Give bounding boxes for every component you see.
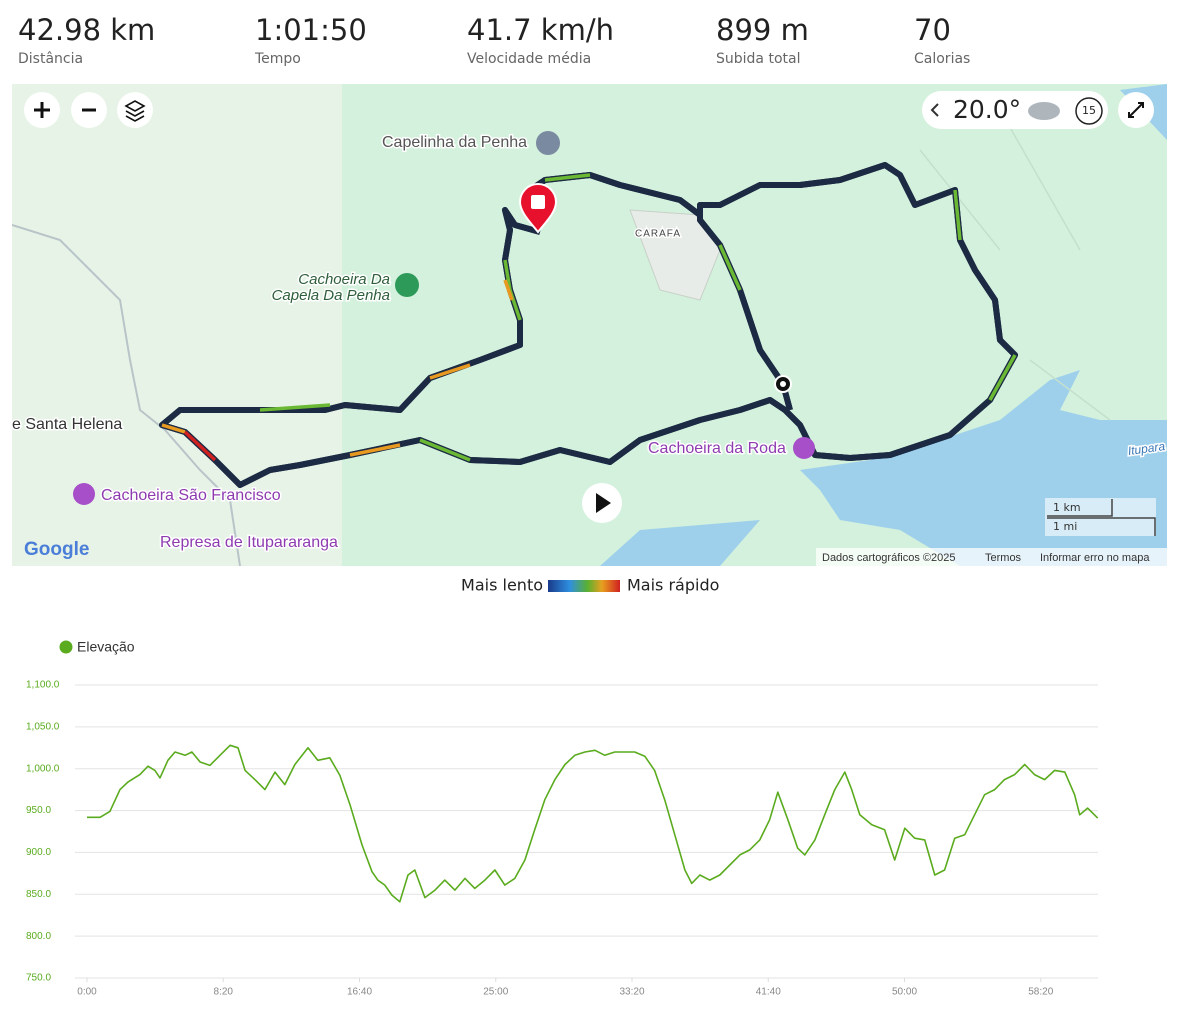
time-icon xyxy=(1075,97,1103,125)
map-label: e Santa Helena xyxy=(12,416,122,433)
map-label: Cachoeira da Roda xyxy=(648,440,786,457)
map-footer-link[interactable]: Informar erro no mapa xyxy=(1040,552,1150,564)
y-tick-label: 1,050.0 xyxy=(26,721,60,732)
speed-legend-slow: Mais lento xyxy=(461,576,543,595)
legend-label: Elevação xyxy=(77,639,135,655)
stat-label: Velocidade média xyxy=(467,51,591,67)
x-tick-label: 33:20 xyxy=(619,987,644,998)
stat-value: 70 xyxy=(914,13,951,47)
map-label: Cachoeira Da xyxy=(298,271,390,288)
scale-bar xyxy=(1047,499,1156,536)
y-tick-label: 800.0 xyxy=(26,931,51,942)
poi-waterfall[interactable] xyxy=(793,437,815,459)
poi-church[interactable] xyxy=(536,131,560,155)
speed-legend-fast: Mais rápido xyxy=(627,576,719,595)
x-tick-label: 16:40 xyxy=(347,987,372,998)
map-road xyxy=(12,224,241,566)
map-label: Itupara xyxy=(1127,439,1166,458)
stat-value: 899 m xyxy=(716,13,809,47)
map-label: Capelinha da Penha xyxy=(382,134,527,151)
poi-waterfall[interactable] xyxy=(73,483,95,505)
poi-park[interactable] xyxy=(395,273,419,297)
scale-box xyxy=(1045,498,1156,536)
weather-pill[interactable] xyxy=(922,91,1108,129)
scale-label: 1 km xyxy=(1053,501,1081,514)
fullscreen-icon xyxy=(1128,102,1144,118)
x-tick-label: 50:00 xyxy=(892,987,917,998)
map-label: Cachoeira São Francisco xyxy=(101,487,281,504)
x-tick-label: 58:20 xyxy=(1028,987,1053,998)
legend-dot xyxy=(59,640,73,654)
map-land xyxy=(12,84,342,566)
stat-value: 1:01:50 xyxy=(255,13,367,47)
route-faster xyxy=(161,279,514,457)
speed-gradient xyxy=(548,580,620,592)
x-tick-label: 0:00 xyxy=(77,987,97,998)
y-tick-label: 900.0 xyxy=(26,847,51,858)
google-logo: Google xyxy=(24,539,89,560)
y-tick-label: 1,000.0 xyxy=(26,763,60,774)
temperature: 20.0° xyxy=(953,95,1021,124)
map-label: CARAFA xyxy=(635,229,681,240)
stat-label: Calorias xyxy=(914,51,970,67)
start-marker-dot xyxy=(780,381,786,387)
map-footer-link[interactable]: Termos xyxy=(985,552,1022,564)
elevation-line xyxy=(87,744,1099,903)
stat-value: 41.7 km/h xyxy=(467,13,614,47)
stat-value: 42.98 km xyxy=(18,13,155,47)
stat-label: Subida total xyxy=(716,51,800,67)
map[interactable] xyxy=(12,84,1167,566)
y-tick-label: 850.0 xyxy=(26,889,51,900)
stat-label: Tempo xyxy=(254,51,301,67)
weather-icon xyxy=(1028,102,1060,120)
route-fastest xyxy=(183,430,217,462)
map-footer xyxy=(816,548,1167,566)
y-tick-label: 750.0 xyxy=(26,973,51,984)
weather-back-icon xyxy=(930,103,939,117)
map-urban xyxy=(629,209,721,301)
map-label: Capela Da Penha xyxy=(272,287,390,304)
stat-label: Distância xyxy=(18,51,83,67)
play-icon xyxy=(596,493,611,513)
zoom-in-icon xyxy=(34,102,50,118)
map-road xyxy=(919,109,1111,421)
map-footer-link: Dados cartográficos ©2025 xyxy=(822,552,955,564)
map-label: Represa de Itupararanga xyxy=(160,534,338,551)
y-tick-label: 950.0 xyxy=(26,805,51,816)
x-tick-label: 25:00 xyxy=(483,987,508,998)
layers-icon xyxy=(124,100,146,122)
layers-button[interactable] xyxy=(117,92,153,128)
scale-label: 1 mi xyxy=(1053,520,1077,533)
x-tick-label: 41:40 xyxy=(756,987,781,998)
end-marker-icon xyxy=(531,195,545,209)
y-tick-label: 1,100.0 xyxy=(26,680,60,691)
map-water xyxy=(600,520,760,566)
time-window: 15 xyxy=(1082,104,1096,117)
x-tick-label: 8:20 xyxy=(214,987,234,998)
